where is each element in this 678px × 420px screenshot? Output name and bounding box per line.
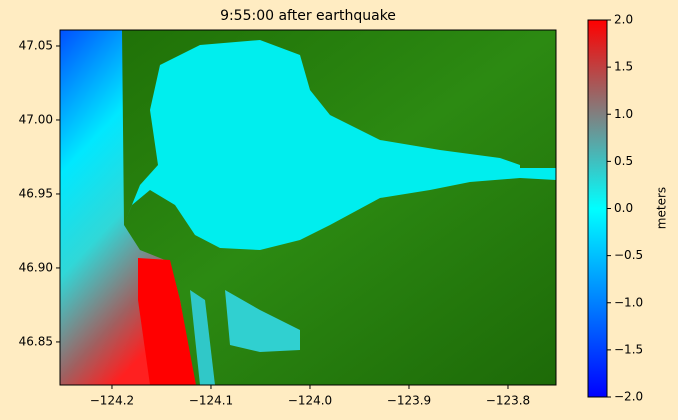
colorbar-tick-label: 1.0 bbox=[614, 107, 633, 121]
colorbar-tick-label: −1.0 bbox=[614, 295, 643, 309]
colorbar-label: meters bbox=[655, 187, 669, 229]
colorbar bbox=[587, 19, 608, 398]
colorbar-tick-label: −1.5 bbox=[614, 342, 643, 356]
colorbar-tick-label: 0.0 bbox=[614, 201, 633, 215]
x-tick-label: −124.1 bbox=[189, 394, 233, 408]
colorbar-tick-label: −2.0 bbox=[614, 390, 643, 404]
colorbar-tick-label: 0.5 bbox=[614, 154, 633, 168]
colorbar-tick-label: 2.0 bbox=[614, 13, 633, 27]
colorbar-tick-label: −0.5 bbox=[614, 248, 643, 262]
chart-title: 9:55:00 after earthquake bbox=[220, 8, 396, 24]
x-tick-label: −124.0 bbox=[288, 394, 332, 408]
x-tick-label: −124.2 bbox=[90, 394, 134, 408]
map-image bbox=[59, 29, 557, 386]
y-tick-label: 46.85 bbox=[19, 334, 53, 348]
x-tick-label: −123.9 bbox=[387, 394, 431, 408]
x-tick-label: −123.8 bbox=[486, 394, 530, 408]
colorbar-tick-label: 1.5 bbox=[614, 60, 633, 74]
y-tick-label: 47.05 bbox=[19, 38, 53, 52]
y-tick-label: 46.90 bbox=[19, 260, 53, 274]
y-tick-label: 46.95 bbox=[19, 186, 53, 200]
y-tick-label: 47.00 bbox=[19, 112, 53, 126]
